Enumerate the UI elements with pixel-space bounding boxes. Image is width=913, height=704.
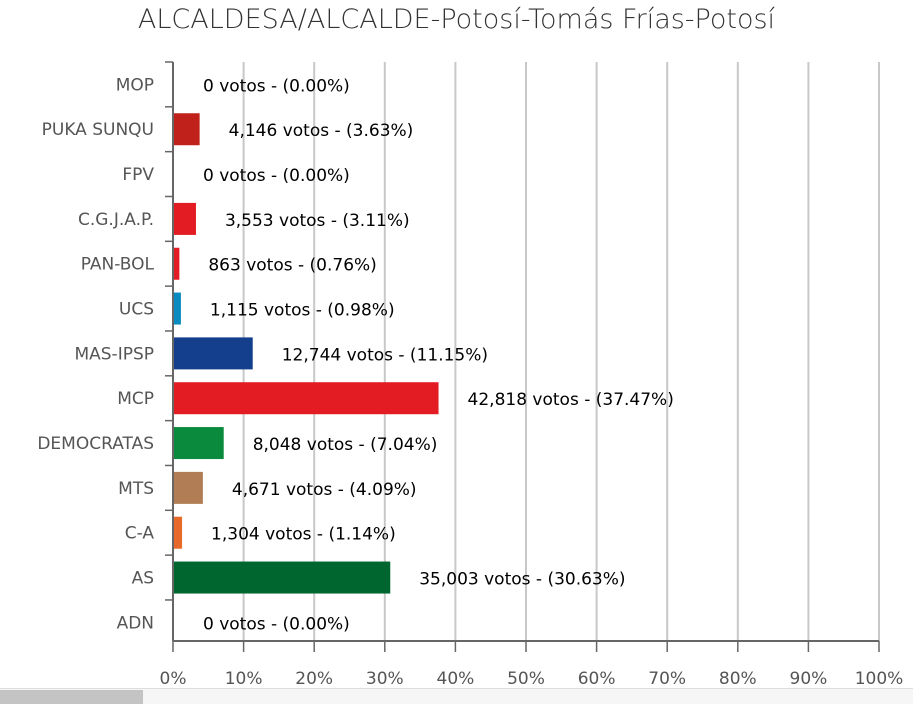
x-tick-label: 20%: [295, 669, 333, 689]
category-label: PUKA SUNQU: [42, 120, 154, 140]
x-tick-label: 30%: [366, 669, 404, 689]
category-label: AS: [132, 569, 154, 589]
category-label: C-A: [125, 524, 155, 544]
x-tick-label: 40%: [437, 669, 475, 689]
category-label: MAS-IPSP: [74, 344, 154, 364]
data-label: 863 votos - (0.76%): [208, 256, 376, 276]
data-label: 42,818 votos - (37.47%): [468, 390, 674, 410]
bar: [174, 427, 224, 460]
x-tick-label: 90%: [790, 669, 828, 689]
data-label: 0 votos - (0.00%): [203, 614, 350, 634]
category-label: MTS: [118, 479, 154, 499]
bar: [174, 516, 183, 549]
category-label: ADN: [117, 613, 154, 633]
category-label: MCP: [117, 389, 154, 409]
data-label: 8,048 votos - (7.04%): [253, 435, 438, 455]
data-label: 35,003 votos - (30.63%): [419, 570, 625, 590]
x-tick-label: 70%: [648, 669, 686, 689]
category-label: DEMOCRATAS: [37, 434, 154, 454]
data-label: 3,553 votos - (3.11%): [225, 211, 410, 231]
data-label: 4,146 votos - (3.63%): [229, 121, 414, 141]
data-label: 1,115 votos - (0.98%): [210, 301, 395, 321]
data-label: 0 votos - (0.00%): [203, 166, 350, 186]
category-label: FPV: [122, 165, 154, 185]
bar: [174, 382, 439, 415]
bar: [174, 113, 200, 146]
x-tick-label: 50%: [507, 669, 545, 689]
x-tick-label: 60%: [578, 669, 616, 689]
chart-title: ALCALDESA/ALCALDE-Potosí-Tomás Frías-Pot…: [137, 4, 776, 35]
data-label: 4,671 votos - (4.09%): [232, 480, 417, 500]
data-label: 12,744 votos - (11.15%): [282, 345, 488, 365]
bar: [174, 292, 181, 325]
horizontal-scrollbar[interactable]: [0, 688, 913, 704]
data-label: 1,304 votos - (1.14%): [211, 525, 396, 545]
bar: [174, 247, 180, 280]
x-tick-label: 10%: [225, 669, 263, 689]
bar: [174, 561, 391, 594]
x-tick-label: 0%: [160, 669, 187, 689]
category-label: UCS: [119, 300, 154, 320]
data-label: 0 votos - (0.00%): [203, 76, 350, 96]
bar: [174, 471, 203, 504]
category-label: MOP: [116, 75, 154, 95]
category-label: PAN-BOL: [81, 255, 155, 275]
category-label: C.G.J.A.P.: [78, 210, 154, 230]
bar: [174, 337, 253, 370]
x-tick-label: 100%: [855, 669, 904, 689]
x-tick-label: 80%: [719, 669, 757, 689]
bar: [174, 202, 196, 235]
scrollbar-thumb[interactable]: [0, 690, 143, 704]
